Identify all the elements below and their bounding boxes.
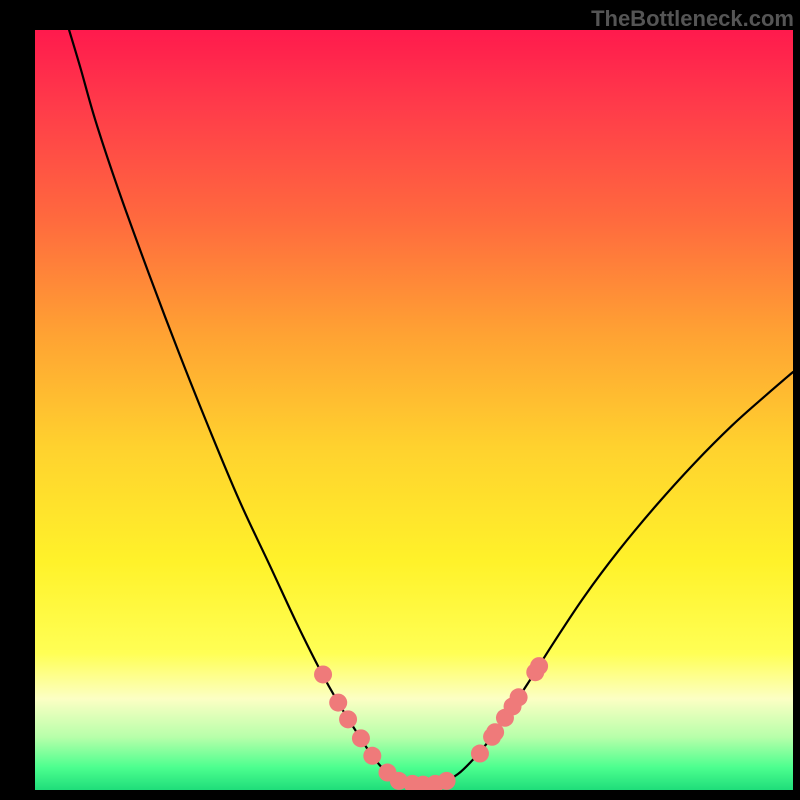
marker-point [530,657,548,675]
marker-point [352,729,370,747]
marker-point [471,745,489,763]
marker-point [329,694,347,712]
watermark-text: TheBottleneck.com [591,6,794,32]
plot-background [35,30,793,790]
marker-point [363,747,381,765]
marker-point [510,688,528,706]
bottleneck-plot [35,30,793,790]
plot-svg [35,30,793,790]
marker-point [339,710,357,728]
chart-container: TheBottleneck.com [0,0,800,800]
marker-point [314,665,332,683]
marker-point [438,772,456,790]
